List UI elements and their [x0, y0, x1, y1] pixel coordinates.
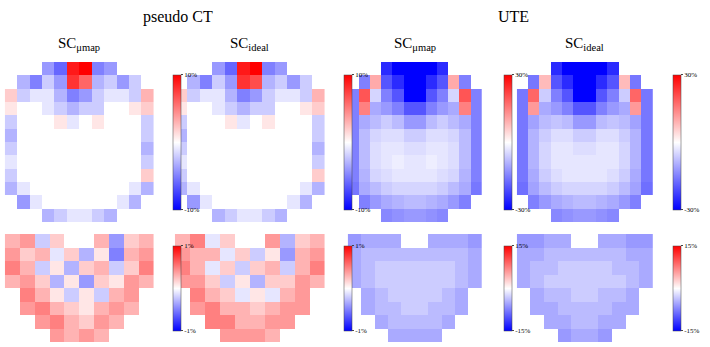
svg-text:1%: 1% [184, 242, 194, 250]
svg-text:SC​μmap​: SC​μmap​ [394, 35, 436, 53]
svg-text:-1%: -1% [355, 327, 367, 335]
svg-text:10%: 10% [355, 71, 368, 79]
svg-text:-10%: -10% [184, 206, 199, 214]
svg-text:-15%: -15% [684, 327, 699, 335]
svg-text:SC​ideal​: SC​ideal​ [230, 35, 269, 53]
svg-text:10%: 10% [184, 71, 197, 79]
svg-text:30%: 30% [684, 71, 697, 79]
svg-text:-10%: -10% [355, 206, 370, 214]
svg-text:-1%: -1% [184, 327, 196, 335]
svg-text:pseudo CT: pseudo CT [143, 8, 213, 26]
svg-text:-15%: -15% [515, 327, 530, 335]
svg-text:-30%: -30% [684, 206, 699, 214]
svg-text:30%: 30% [515, 71, 528, 79]
svg-text:15%: 15% [515, 242, 528, 250]
svg-text:UTE: UTE [498, 8, 529, 25]
svg-text:1%: 1% [355, 242, 365, 250]
svg-text:15%: 15% [684, 242, 697, 250]
svg-text:SC​ideal​: SC​ideal​ [565, 35, 604, 53]
svg-text:-30%: -30% [515, 206, 530, 214]
svg-text:SC​μmap​: SC​μmap​ [58, 35, 100, 53]
